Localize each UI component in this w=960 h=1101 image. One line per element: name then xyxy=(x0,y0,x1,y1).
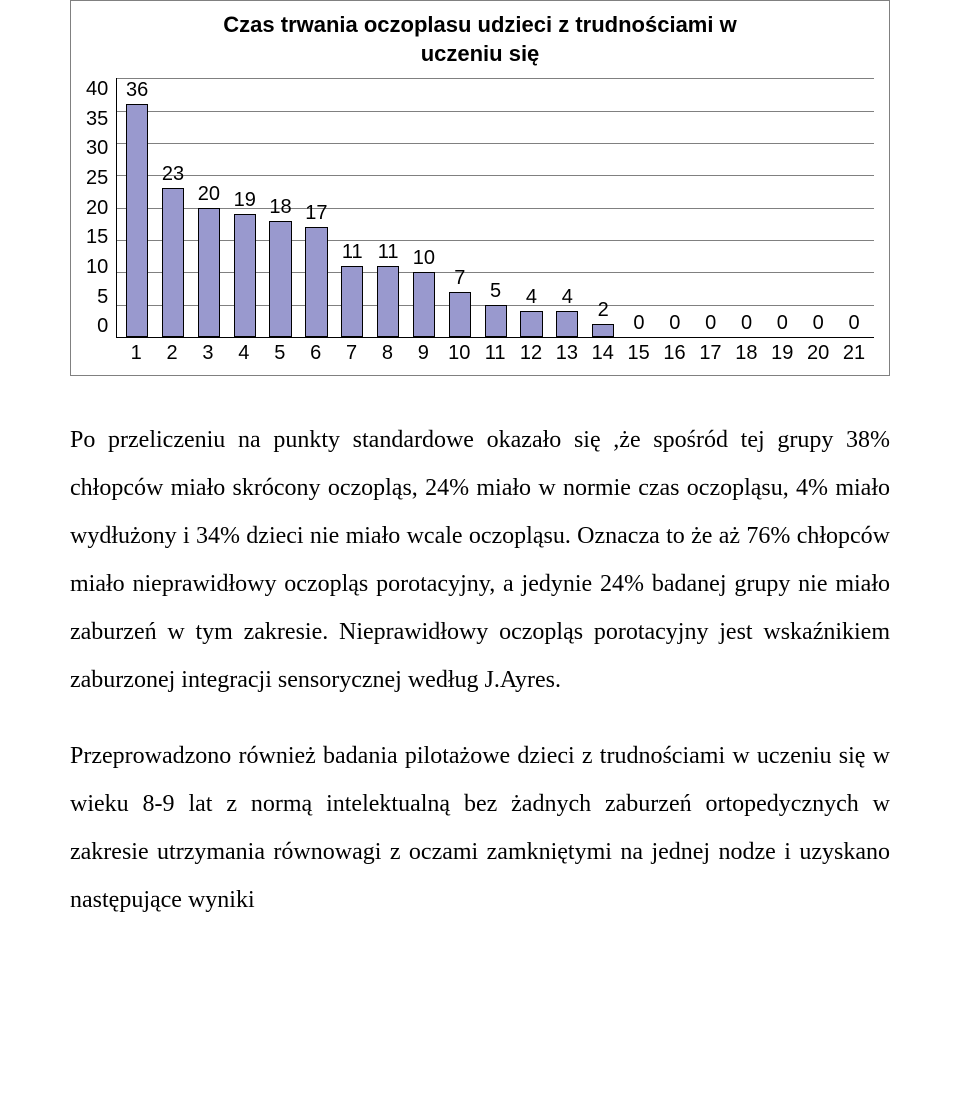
x-tick: 1 xyxy=(118,342,154,365)
bar xyxy=(234,214,256,337)
bar-value-label: 0 xyxy=(800,312,836,335)
bar-column: 0 xyxy=(657,78,693,337)
x-tick: 19 xyxy=(764,342,800,365)
bar-value-label: 0 xyxy=(621,312,657,335)
bar xyxy=(269,221,291,338)
bar-column: 18 xyxy=(263,78,299,337)
x-tick: 15 xyxy=(621,342,657,365)
x-tick: 11 xyxy=(477,342,513,365)
x-tick: 5 xyxy=(262,342,298,365)
y-tick: 25 xyxy=(86,167,108,190)
bar xyxy=(449,292,471,337)
bar xyxy=(162,188,184,337)
bar xyxy=(126,104,148,337)
chart-title-line2: uczeniu się xyxy=(421,41,540,66)
bar-column: 36 xyxy=(119,78,155,337)
chart-body: 4035302520151050 36232019181711111075442… xyxy=(86,78,874,365)
bar-column: 0 xyxy=(621,78,657,337)
x-tick: 9 xyxy=(405,342,441,365)
x-tick: 16 xyxy=(657,342,693,365)
y-axis: 40 35 30 25 20 15 10 5 0 xyxy=(86,78,116,338)
x-tick: 8 xyxy=(369,342,405,365)
bar xyxy=(305,227,327,337)
bar-value-label: 36 xyxy=(119,79,155,102)
bar-value-label: 19 xyxy=(227,189,263,212)
chart-title-line1: Czas trwania oczoplasu udzieci z trudnoś… xyxy=(223,12,736,37)
bar-value-label: 11 xyxy=(334,241,370,264)
bar-column: 0 xyxy=(800,78,836,337)
bar-column: 0 xyxy=(836,78,872,337)
y-tick: 10 xyxy=(86,256,108,279)
bar-column: 20 xyxy=(191,78,227,337)
x-tick: 17 xyxy=(693,342,729,365)
bar-value-label: 0 xyxy=(729,312,765,335)
y-tick: 0 xyxy=(97,315,108,338)
bar-value-label: 0 xyxy=(764,312,800,335)
bar-value-label: 10 xyxy=(406,247,442,270)
x-tick: 6 xyxy=(298,342,334,365)
bar xyxy=(377,266,399,337)
bar xyxy=(520,311,542,337)
bar-value-label: 18 xyxy=(263,196,299,219)
bar-column: 0 xyxy=(693,78,729,337)
bar xyxy=(485,305,507,337)
x-tick: 18 xyxy=(728,342,764,365)
y-tick: 35 xyxy=(86,108,108,131)
bar-column: 0 xyxy=(764,78,800,337)
bar-column: 11 xyxy=(370,78,406,337)
bar-column: 11 xyxy=(334,78,370,337)
x-tick: 21 xyxy=(836,342,872,365)
bar-value-label: 5 xyxy=(478,280,514,303)
paragraph-2: Przeprowadzono również badania pilotażow… xyxy=(70,732,890,924)
bar-column: 17 xyxy=(298,78,334,337)
x-tick: 12 xyxy=(513,342,549,365)
bar-value-label: 0 xyxy=(693,312,729,335)
x-tick: 14 xyxy=(585,342,621,365)
y-tick: 20 xyxy=(86,197,108,220)
bar-value-label: 23 xyxy=(155,163,191,186)
bar-value-label: 0 xyxy=(657,312,693,335)
x-tick: 20 xyxy=(800,342,836,365)
bar-column: 10 xyxy=(406,78,442,337)
bar-column: 2 xyxy=(585,78,621,337)
y-tick: 40 xyxy=(86,78,108,101)
x-axis: 123456789101112131415161718192021 xyxy=(116,338,874,365)
x-tick: 2 xyxy=(154,342,190,365)
bar-column: 23 xyxy=(155,78,191,337)
x-tick: 7 xyxy=(334,342,370,365)
x-tick: 3 xyxy=(190,342,226,365)
y-tick: 15 xyxy=(86,226,108,249)
plot-wrap: 362320191817111110754420000000 123456789… xyxy=(116,78,874,365)
bar-column: 19 xyxy=(227,78,263,337)
bar-value-label: 11 xyxy=(370,241,406,264)
bar-value-label: 4 xyxy=(549,286,585,309)
bar xyxy=(592,324,614,337)
x-tick: 13 xyxy=(549,342,585,365)
chart-title: Czas trwania oczoplasu udzieci z trudnoś… xyxy=(86,11,874,68)
bar-column: 4 xyxy=(549,78,585,337)
chart-container: Czas trwania oczoplasu udzieci z trudnoś… xyxy=(70,0,890,376)
paragraph-1: Po przeliczeniu na punkty standardowe ok… xyxy=(70,416,890,704)
bar-column: 5 xyxy=(478,78,514,337)
bar-column: 0 xyxy=(729,78,765,337)
x-tick: 10 xyxy=(441,342,477,365)
bar-value-label: 20 xyxy=(191,183,227,206)
bar-value-label: 4 xyxy=(514,286,550,309)
bar-value-label: 2 xyxy=(585,299,621,322)
bar xyxy=(198,208,220,338)
bar xyxy=(413,272,435,337)
bar xyxy=(341,266,363,337)
bars: 362320191817111110754420000000 xyxy=(117,78,874,337)
bar-column: 7 xyxy=(442,78,478,337)
y-tick: 30 xyxy=(86,137,108,160)
x-tick: 4 xyxy=(226,342,262,365)
bar-value-label: 17 xyxy=(298,202,334,225)
bar-value-label: 7 xyxy=(442,267,478,290)
bar-column: 4 xyxy=(514,78,550,337)
y-tick: 5 xyxy=(97,286,108,309)
bar xyxy=(556,311,578,337)
bar-value-label: 0 xyxy=(836,312,872,335)
plot-area: 362320191817111110754420000000 xyxy=(116,78,874,338)
